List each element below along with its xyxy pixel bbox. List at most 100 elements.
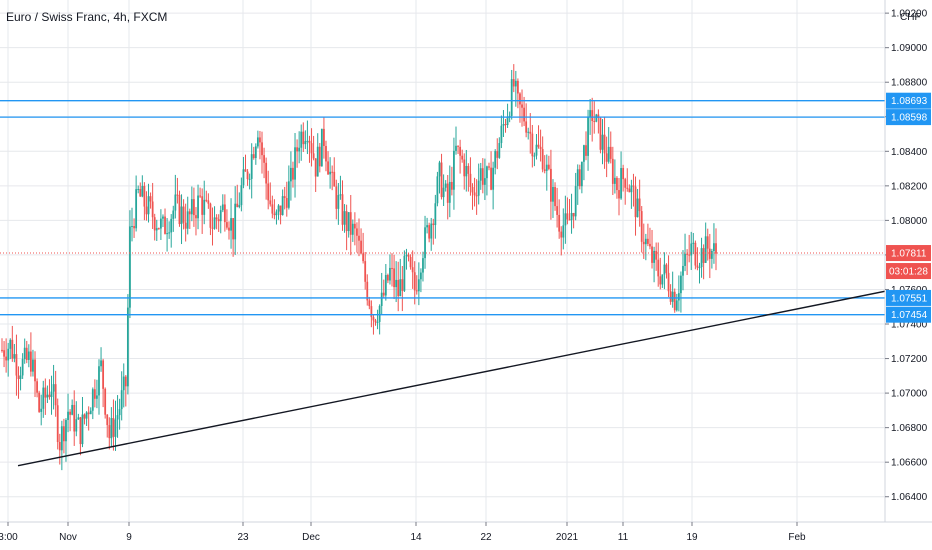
- candle-body: [314, 158, 317, 177]
- candle-body: [133, 226, 135, 229]
- candle-body: [250, 154, 253, 179]
- trendline[interactable]: [17, 288, 895, 467]
- candle-body: [519, 93, 521, 105]
- candle-body: [21, 358, 24, 376]
- candle-body: [554, 187, 556, 207]
- candle-body: [176, 194, 179, 196]
- candle-body: [626, 187, 629, 189]
- candle-body: [240, 185, 243, 206]
- candle-body: [669, 291, 672, 302]
- candle-body: [259, 137, 261, 143]
- candle-body: [199, 195, 202, 197]
- candle-body: [469, 173, 472, 187]
- candle-body: [603, 134, 606, 154]
- candle-body: [364, 261, 367, 282]
- candle-body: [424, 227, 426, 259]
- candle-body: [502, 124, 505, 126]
- candle-body: [506, 116, 509, 126]
- candle-body: [405, 254, 408, 256]
- candle-body: [640, 211, 643, 242]
- candle-body: [81, 414, 84, 445]
- candle-body: [570, 213, 573, 221]
- candle-body: [372, 317, 375, 321]
- candle-body: [135, 189, 138, 229]
- candle-body: [673, 291, 676, 311]
- candle-body: [704, 236, 707, 263]
- candle-body: [490, 167, 492, 190]
- time-axis[interactable]: 3:00 Nov 9 23 Dec 14 22 2021 11 19 Feb: [0, 522, 806, 543]
- candle-body: [436, 176, 439, 204]
- candle-body: [339, 194, 342, 196]
- candle-body: [215, 217, 218, 220]
- y-tick-label: 1.06600: [891, 458, 928, 469]
- candle-body: [686, 253, 689, 255]
- candle-body: [54, 384, 57, 406]
- candle-body: [166, 233, 168, 235]
- candle-body: [335, 186, 338, 209]
- x-tick-label: 23: [237, 532, 249, 543]
- candle-body: [265, 162, 268, 184]
- candle-body: [190, 199, 193, 215]
- y-tick-label: 1.08400: [891, 147, 928, 158]
- y-tick-label: 1.07200: [891, 354, 928, 365]
- candle-body: [521, 104, 523, 108]
- candle-body: [275, 211, 278, 216]
- candle-body: [219, 210, 222, 222]
- candle-body: [483, 178, 486, 185]
- candle-body: [632, 185, 635, 187]
- candle-body: [230, 218, 232, 231]
- candle-body: [545, 164, 548, 171]
- candle-body: [595, 114, 598, 122]
- candle-body: [277, 205, 280, 212]
- candle-body: [659, 276, 662, 285]
- candle-body: [337, 195, 340, 209]
- candle-body: [510, 79, 513, 116]
- candle-body: [605, 153, 608, 162]
- candle-body: [186, 211, 189, 229]
- candle-body: [213, 217, 216, 229]
- candle-body: [137, 188, 140, 190]
- candle-body: [587, 117, 589, 156]
- level-tag: [886, 92, 931, 109]
- candle-body: [149, 196, 152, 202]
- candle-body: [492, 167, 495, 190]
- candle-body: [440, 162, 443, 198]
- candle-body: [453, 150, 455, 190]
- candle-body: [155, 228, 158, 231]
- candle-body: [5, 356, 8, 361]
- candle-body: [254, 146, 257, 159]
- candle-body: [465, 165, 468, 177]
- candle-body: [124, 376, 127, 387]
- candle-body: [333, 171, 336, 187]
- candle-body: [89, 410, 92, 415]
- candle-body: [341, 194, 344, 225]
- candle-body: [226, 222, 228, 228]
- candle-body: [663, 264, 666, 275]
- candle-body: [420, 272, 422, 280]
- candle-body: [467, 165, 470, 174]
- candle-body: [331, 171, 334, 173]
- candle-body: [708, 248, 711, 259]
- candle-body: [73, 404, 76, 432]
- candle-body: [444, 183, 447, 188]
- candle-body: [481, 168, 484, 185]
- x-tick-label: 22: [480, 532, 492, 543]
- candle-body: [647, 238, 649, 244]
- candle-body: [290, 167, 292, 182]
- last-price-tag: [886, 245, 931, 262]
- candle-body: [574, 186, 577, 217]
- candle-body: [300, 131, 303, 148]
- candle-body: [75, 419, 78, 432]
- horizontal-levels[interactable]: [0, 100, 885, 316]
- candle-body: [496, 151, 499, 158]
- candle-body: [102, 360, 105, 389]
- candle-body: [114, 419, 117, 437]
- candle-body: [242, 169, 245, 186]
- candle-body: [543, 169, 546, 171]
- level-tag: [886, 109, 931, 126]
- candle-body: [599, 117, 602, 150]
- chart-title: Euro / Swiss Franc, 4h, FXCM: [6, 10, 168, 24]
- candle-body: [698, 267, 701, 269]
- candle-body: [184, 222, 187, 229]
